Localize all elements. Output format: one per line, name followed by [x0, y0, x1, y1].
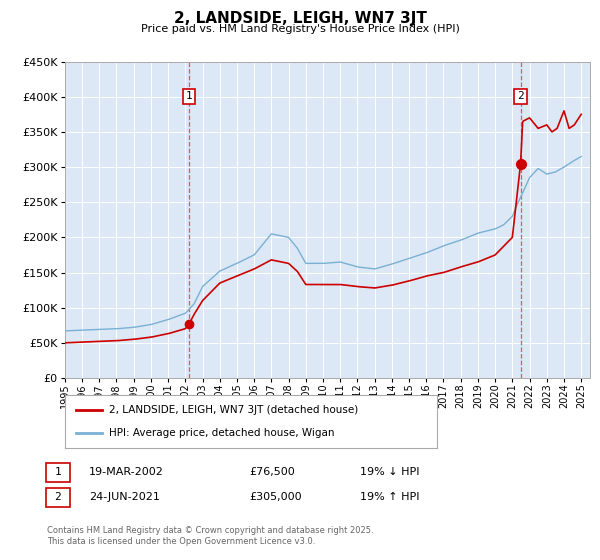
- Text: 2: 2: [54, 492, 61, 502]
- Text: 1: 1: [185, 91, 192, 101]
- Text: 2, LANDSIDE, LEIGH, WN7 3JT (detached house): 2, LANDSIDE, LEIGH, WN7 3JT (detached ho…: [109, 405, 359, 415]
- Text: 2: 2: [517, 91, 524, 101]
- Text: 19-MAR-2002: 19-MAR-2002: [89, 467, 164, 477]
- Text: 24-JUN-2021: 24-JUN-2021: [89, 492, 160, 502]
- Text: 2, LANDSIDE, LEIGH, WN7 3JT: 2, LANDSIDE, LEIGH, WN7 3JT: [173, 11, 427, 26]
- Text: Contains HM Land Registry data © Crown copyright and database right 2025.
This d: Contains HM Land Registry data © Crown c…: [47, 526, 373, 546]
- Text: Price paid vs. HM Land Registry's House Price Index (HPI): Price paid vs. HM Land Registry's House …: [140, 24, 460, 34]
- Text: 1: 1: [54, 467, 61, 477]
- Text: £305,000: £305,000: [249, 492, 302, 502]
- Text: 19% ↑ HPI: 19% ↑ HPI: [360, 492, 419, 502]
- Text: HPI: Average price, detached house, Wigan: HPI: Average price, detached house, Wiga…: [109, 428, 335, 438]
- Text: 19% ↓ HPI: 19% ↓ HPI: [360, 467, 419, 477]
- Text: £76,500: £76,500: [249, 467, 295, 477]
